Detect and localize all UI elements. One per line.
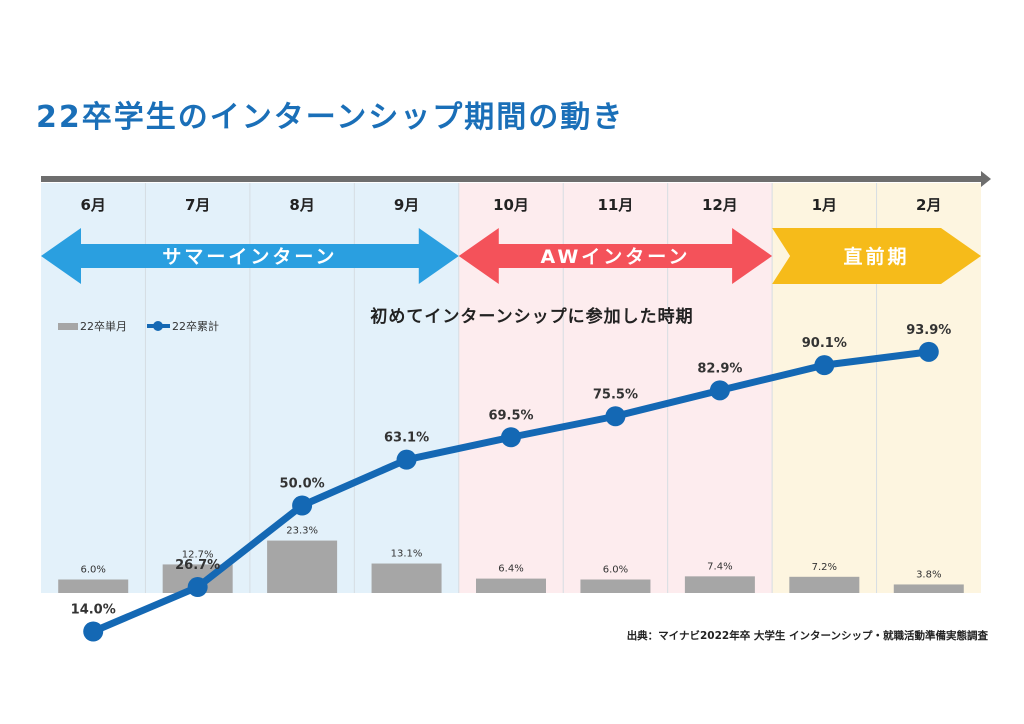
month-label-6: 12月 (702, 196, 738, 214)
phase-arrows: サマーインターン AWインターン 直前期 (41, 228, 981, 284)
line-label-1: 26.7% (175, 558, 220, 573)
source-note: 出典：マイナビ2022年卒 大学生 インターンシップ・就職活動準備実態調査 (626, 630, 988, 642)
legend-line-label: 22卒累計 (172, 319, 219, 333)
legend-bar-label: 22卒単月 (80, 319, 127, 333)
bar-label-4: 6.4% (498, 564, 523, 575)
legend-bar-swatch (58, 323, 78, 330)
bar-label-8: 3.8% (916, 569, 941, 580)
line-point-4 (501, 427, 521, 448)
bar-6 (684, 576, 755, 593)
bar-label-3: 13.1% (391, 549, 423, 560)
line-point-7 (814, 355, 835, 376)
line-label-5: 75.5% (593, 387, 638, 402)
bar-label-7: 7.2% (812, 562, 837, 573)
legend: 22卒単月 22卒累計 (58, 319, 219, 333)
phase-arrow-2 (772, 228, 981, 284)
month-label-1: 7月 (185, 196, 210, 214)
month-label-5: 11月 (598, 196, 634, 214)
bar-2 (267, 540, 338, 593)
line-label-3: 63.1% (384, 431, 429, 446)
bar-label-5: 6.0% (603, 565, 628, 576)
line-point-0 (83, 621, 104, 642)
line-label-4: 69.5% (488, 408, 533, 423)
month-label-3: 9月 (394, 196, 419, 214)
bar-label-0: 6.0% (81, 565, 106, 576)
line-label-8: 93.9% (906, 323, 951, 338)
line-label-0: 14.0% (71, 603, 116, 618)
bar-8 (893, 584, 964, 593)
timeline-arrowhead (981, 171, 991, 187)
line-point-8 (918, 341, 939, 362)
page-title: 22卒学生のインターンシップ期間の動き (36, 100, 625, 135)
month-label-2: 8月 (289, 196, 314, 214)
line-label-7: 90.1% (802, 336, 847, 351)
line-series (83, 341, 939, 642)
phase-label-1: AWインターン (541, 246, 691, 268)
line-point-6 (709, 380, 730, 401)
line-point-1 (187, 577, 208, 598)
line-point-3 (396, 449, 417, 470)
bar-5 (580, 579, 651, 593)
bar-label-2: 23.3% (286, 526, 318, 537)
chart-subtitle: 初めてインターンシップに参加した時期 (370, 306, 693, 327)
phase-arrow-0 (41, 228, 459, 284)
phase-label-2: 直前期 (844, 245, 910, 268)
month-label-7: 1月 (812, 196, 837, 214)
month-label-4: 10月 (493, 196, 529, 214)
bar-7 (789, 576, 860, 593)
month-label-0: 6月 (81, 196, 106, 214)
bar-label-6: 7.4% (707, 561, 732, 572)
month-labels: 6月 7月 8月 9月 10月 11月 12月 1月 2月 (81, 196, 942, 214)
timeline-arrow (41, 171, 991, 187)
line-point-5 (605, 406, 626, 427)
phase-arrow-1 (458, 228, 773, 284)
line-label-6: 82.9% (697, 361, 742, 376)
phase-label-0: サマーインターン (162, 246, 337, 268)
line-label-2: 50.0% (280, 477, 325, 492)
line-point-2 (292, 495, 313, 516)
month-label-8: 2月 (916, 196, 941, 214)
bar-label-1: 12.7% (182, 549, 214, 560)
line-labels: 14.0% 26.7% 50.0% 63.1% 69.5% 75.5% 82.9% 90.1%… (71, 323, 952, 618)
bar-labels: 6.0% 12.7% 23.3% 13.1% 6.4% 6.0% 7.4% 7.2% 3.8% (81, 526, 942, 581)
bar-3 (371, 563, 442, 593)
bar-0 (58, 579, 129, 593)
bar-4 (476, 578, 546, 593)
legend-line-marker (153, 321, 163, 331)
